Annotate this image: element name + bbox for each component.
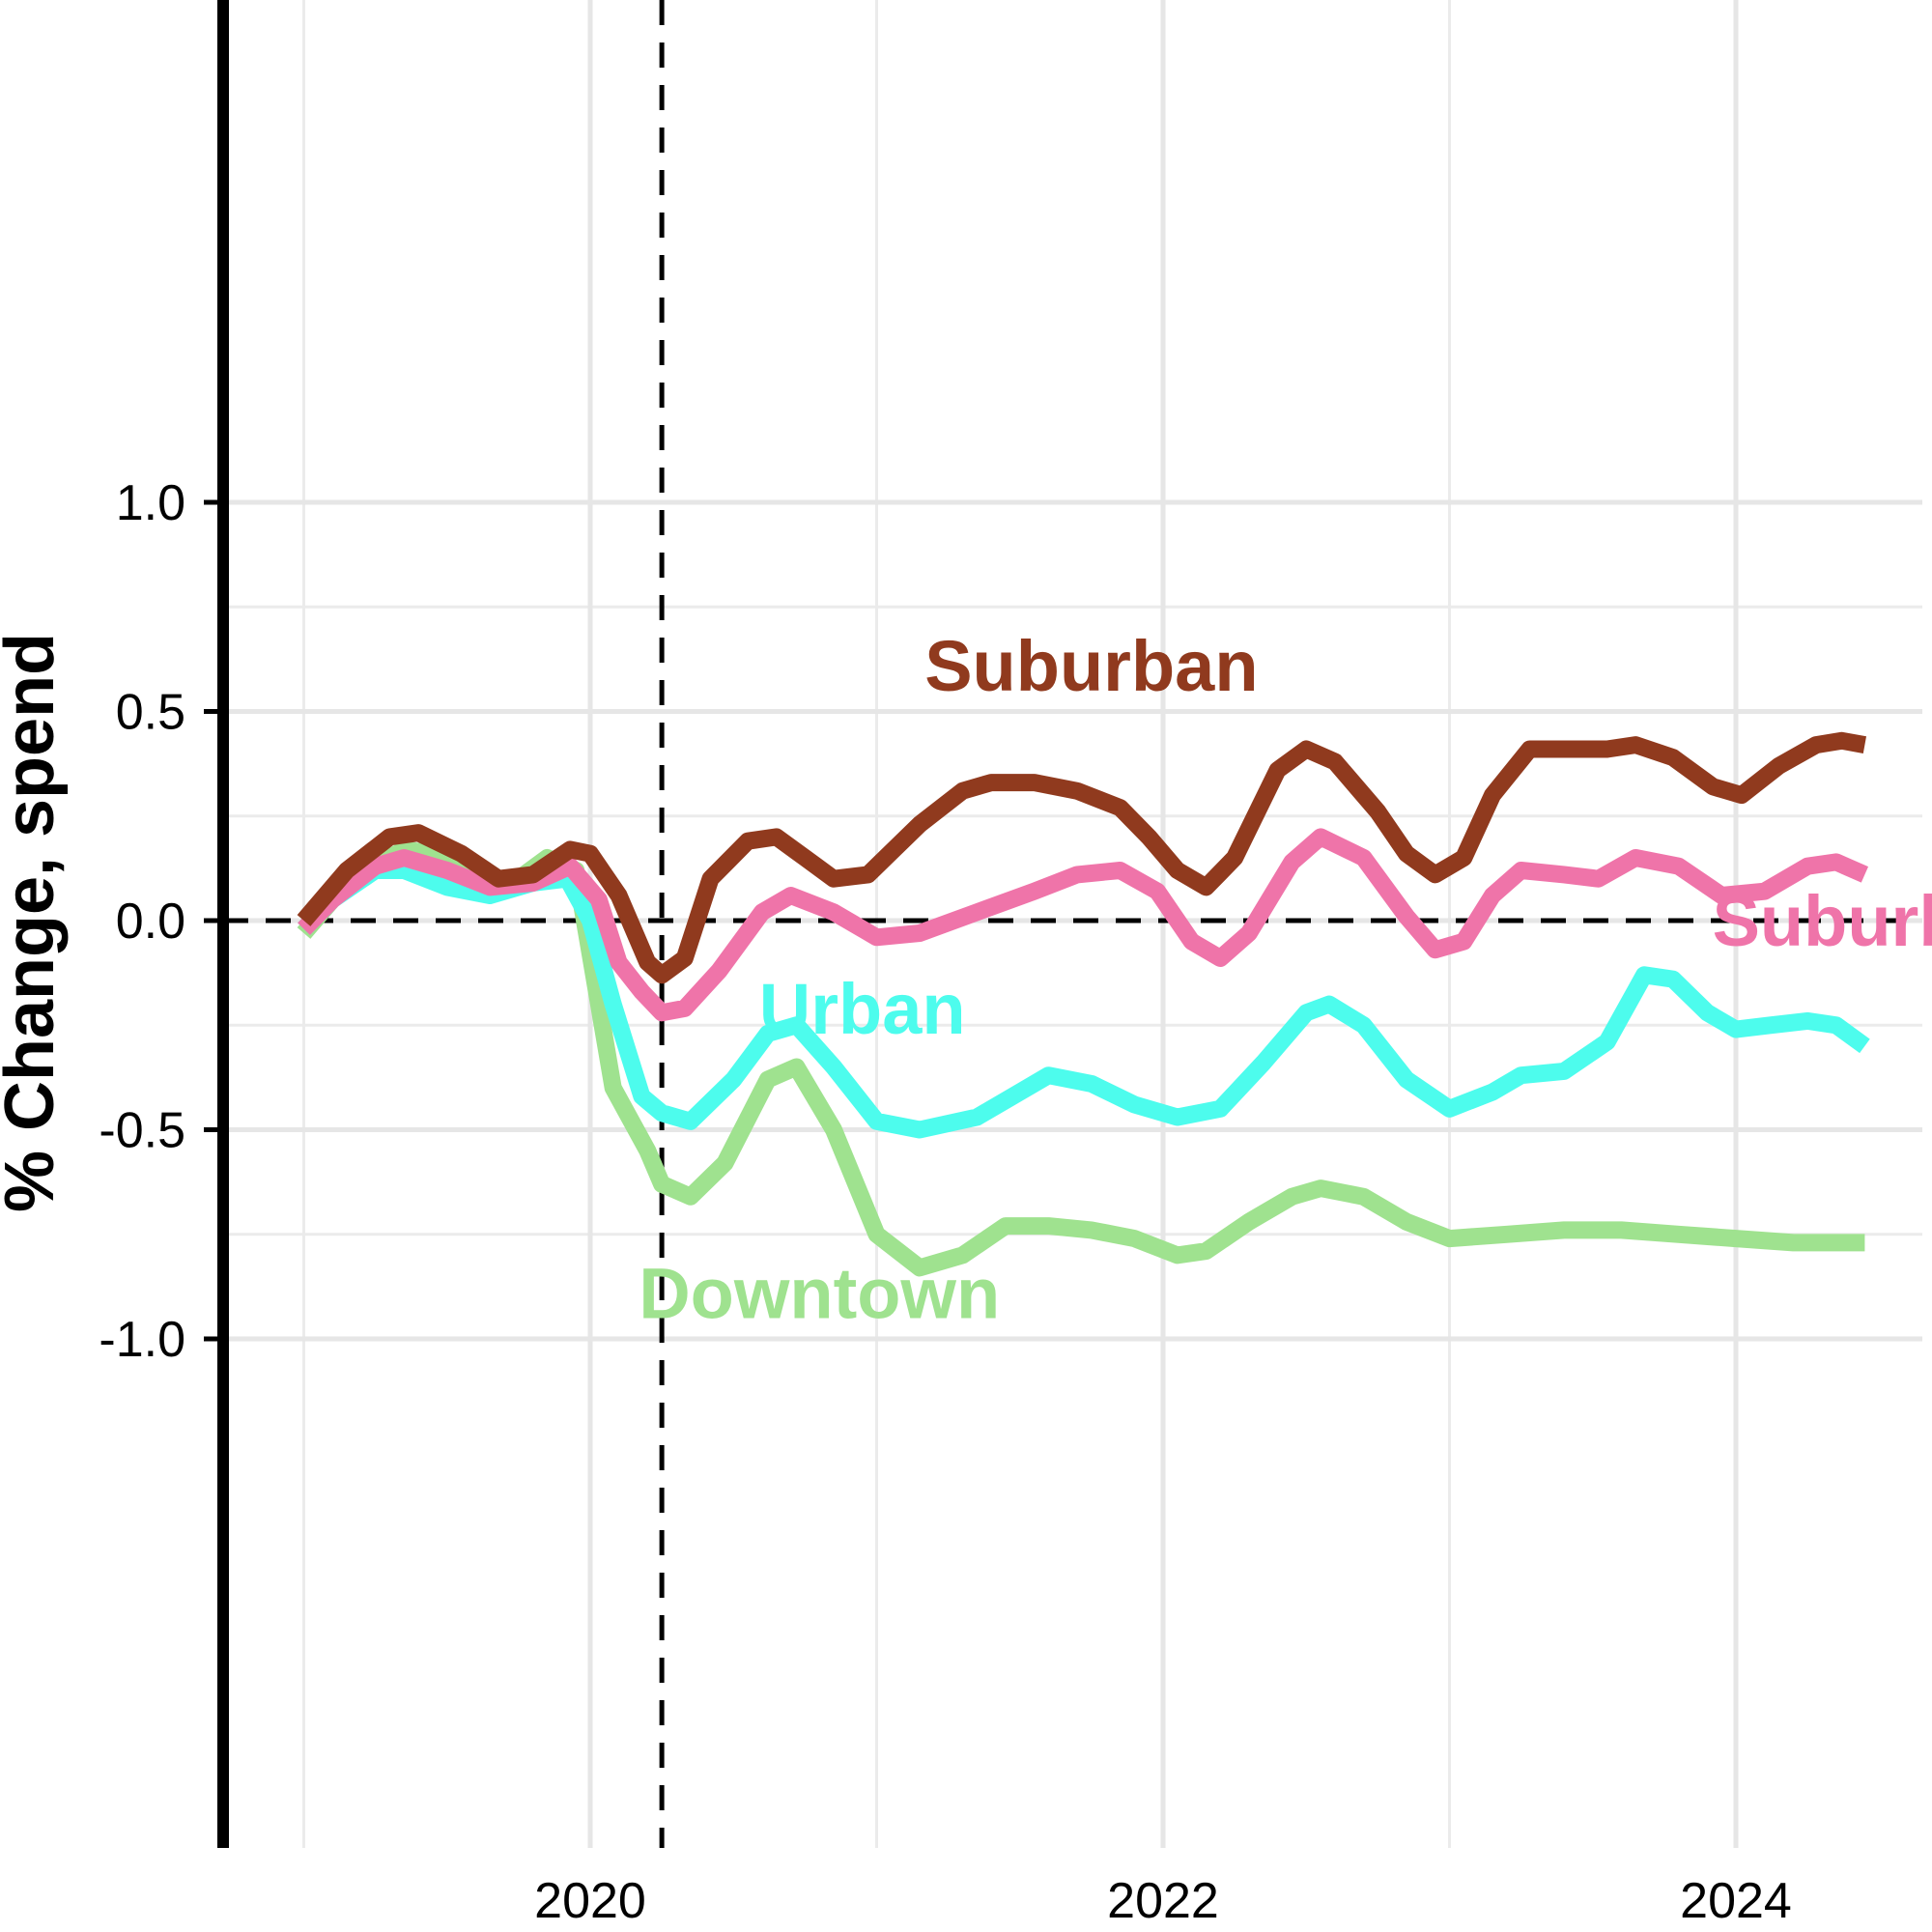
- series-line-urban-1: [298, 862, 1870, 1139]
- x-tick-label: 2022: [1107, 1873, 1219, 1929]
- series-label-downtown-0: Downtown: [639, 1253, 1000, 1333]
- series-line-suburban-2: [298, 828, 1869, 1022]
- axis-ticks: -1.0 -0.5 0.0 0.5 1.0 2020 2022 2024: [99, 475, 1791, 1929]
- series-labels: Downtown Urban Suburban Suburban: [639, 626, 1932, 1334]
- gridlines: [223, 0, 1922, 1848]
- y-tick-label: 1.0: [116, 475, 185, 531]
- series-line-downtown-0: [297, 840, 1865, 1277]
- reference-lines: [223, 0, 1922, 1848]
- series-lines: [297, 731, 1870, 1277]
- y-tick-label: -0.5: [99, 1103, 185, 1159]
- series-label-suburban-2: Suburban: [1713, 881, 1932, 961]
- series-line-suburban-3: [297, 731, 1867, 984]
- series-label-suburban-3: Suburban: [924, 626, 1258, 706]
- x-tick-label: 2020: [534, 1873, 646, 1929]
- y-axis-title: % Change, spend: [0, 633, 69, 1212]
- x-tick-label: 2024: [1680, 1873, 1792, 1929]
- y-tick-label: 0.5: [116, 685, 185, 741]
- y-tick-label: -1.0: [99, 1312, 185, 1368]
- series-label-urban-1: Urban: [759, 969, 966, 1049]
- y-tick-label: 0.0: [116, 894, 185, 950]
